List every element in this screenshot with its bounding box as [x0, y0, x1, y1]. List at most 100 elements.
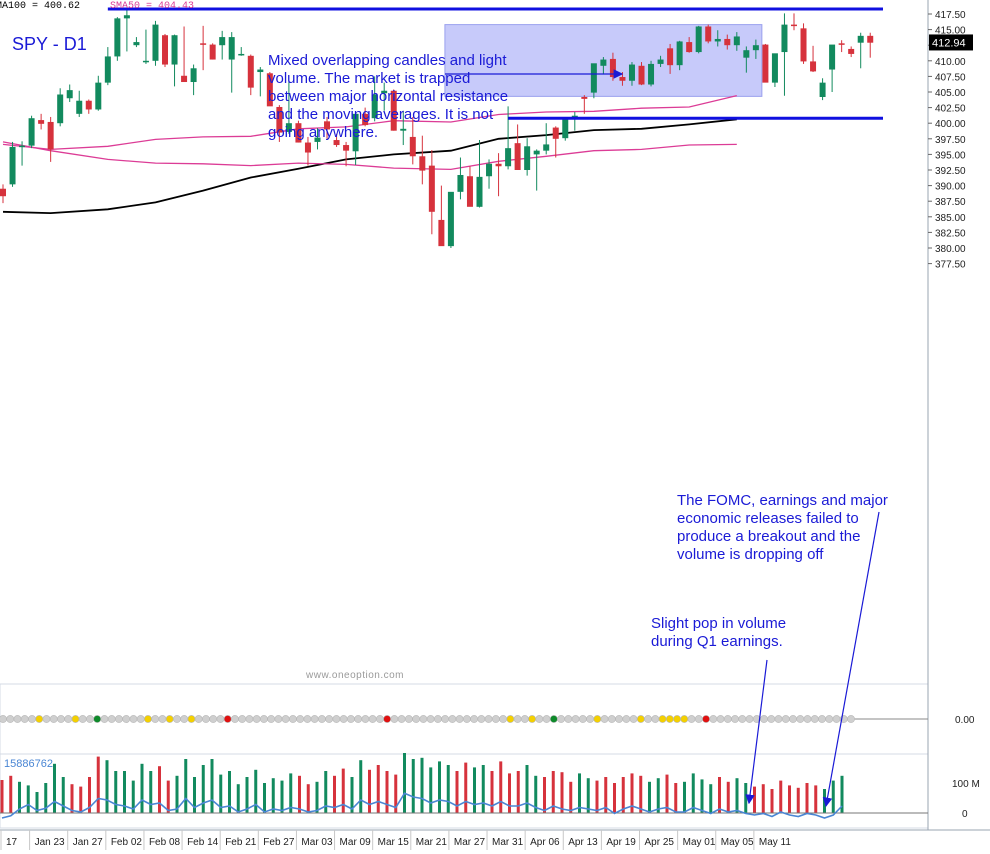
y-tick-label: 402.50 [935, 104, 966, 115]
signal-dot [13, 715, 22, 723]
candle-body [142, 60, 149, 63]
volume-average-line [1, 792, 843, 819]
volume-bar [700, 779, 704, 813]
signal-dot [93, 715, 102, 723]
signal-dot [716, 715, 725, 723]
signal-dot [383, 715, 392, 723]
candle-body [295, 123, 302, 143]
candle-body [333, 140, 340, 146]
volume-bar [543, 777, 546, 813]
candle-body [676, 41, 683, 66]
x-tick-label: May 05 [721, 837, 754, 848]
signal-dot [636, 715, 645, 723]
volume-bar [44, 783, 48, 813]
candle-body [133, 42, 140, 46]
candle-body [581, 96, 588, 99]
signal-dot [694, 715, 703, 723]
candle-body [648, 63, 655, 85]
signal-dot [57, 715, 65, 723]
volume-bar [823, 789, 826, 813]
candle-body [276, 106, 283, 133]
x-tick-label: Mar 27 [454, 837, 486, 848]
fomc-annotation-arrow [822, 511, 880, 808]
candle-body [514, 143, 521, 170]
candle-body [85, 100, 92, 110]
x-tick-label: Apr 13 [568, 837, 598, 848]
signal-dot [325, 715, 334, 723]
volume-bar [560, 772, 564, 813]
y-tick-label: 392.50 [935, 166, 966, 177]
volume-bar [770, 789, 774, 813]
candle-body [285, 123, 292, 132]
x-tick-label: Feb 02 [111, 837, 143, 848]
volume-bar [61, 777, 65, 813]
candle-body [848, 48, 855, 54]
y-tick-label: 397.50 [935, 135, 966, 146]
volume-bar [840, 775, 844, 813]
volume-bar [595, 780, 599, 813]
signal-dot [354, 715, 363, 723]
volume-bar [551, 771, 555, 813]
volume-bar [656, 778, 660, 813]
signal-dot [629, 715, 638, 723]
volume-bar [753, 786, 756, 813]
signal-dot [781, 715, 790, 723]
volume-bar [709, 784, 713, 813]
volume-bar [210, 759, 214, 813]
volume-bar [368, 769, 371, 813]
signal-dot [122, 715, 131, 723]
x-tick-label: Mar 03 [301, 837, 333, 848]
candle-body [819, 82, 826, 97]
x-tick-label: Mar 15 [378, 837, 410, 848]
signal-dot [412, 715, 421, 723]
signal-dot [709, 715, 718, 723]
volume-bar [648, 781, 651, 813]
signal-dot [274, 715, 283, 723]
signal-dot [600, 715, 609, 723]
earnings-annotation: Slight pop in volume during Q1 earnings. [651, 615, 787, 650]
volume-bar [761, 784, 765, 813]
y-tick-label: 407.50 [935, 72, 966, 83]
y-tick-label: 395.00 [935, 150, 966, 161]
volume-bar [123, 771, 126, 813]
candle-body [762, 44, 769, 83]
volume-tick-label: 100 M [952, 779, 980, 790]
volume-bar [744, 783, 748, 813]
volume-bar [149, 771, 153, 813]
candle-body [867, 35, 874, 43]
volume-bar [315, 781, 319, 813]
signal-dot [404, 715, 413, 723]
signal-dot [441, 715, 450, 723]
candle-body [724, 38, 731, 46]
signal-dot [796, 715, 805, 723]
volume-max-label: 15886762 [4, 758, 53, 770]
candle-body [171, 35, 178, 65]
candle-body [352, 113, 359, 152]
candle-body [190, 68, 197, 83]
signal-dot [281, 715, 290, 723]
x-tick-label: 17 [6, 837, 18, 848]
y-tick-label: 400.00 [935, 119, 966, 130]
signal-dot [115, 715, 123, 723]
x-tick-label: May 11 [759, 837, 791, 848]
signal-dot [49, 715, 58, 723]
volume-bar [403, 753, 406, 813]
candle-body [447, 191, 454, 247]
y-tick-label: 385.00 [935, 213, 966, 224]
volume-bar [263, 783, 266, 813]
volume-bar [254, 769, 258, 813]
signal-dot [64, 715, 73, 723]
signal-dot [499, 715, 508, 723]
y-tick-label: 377.50 [935, 260, 966, 271]
volume-bar [411, 759, 415, 813]
signal-dot [506, 715, 515, 723]
candle-body [543, 144, 550, 151]
signal-dot [100, 715, 109, 723]
volume-bar [140, 763, 144, 813]
volume-bar [446, 765, 450, 813]
signal-dot [760, 715, 768, 723]
signal-dot [216, 715, 225, 723]
volume-bar [359, 760, 363, 813]
signal-dot [615, 715, 623, 723]
candle-body [371, 94, 378, 119]
